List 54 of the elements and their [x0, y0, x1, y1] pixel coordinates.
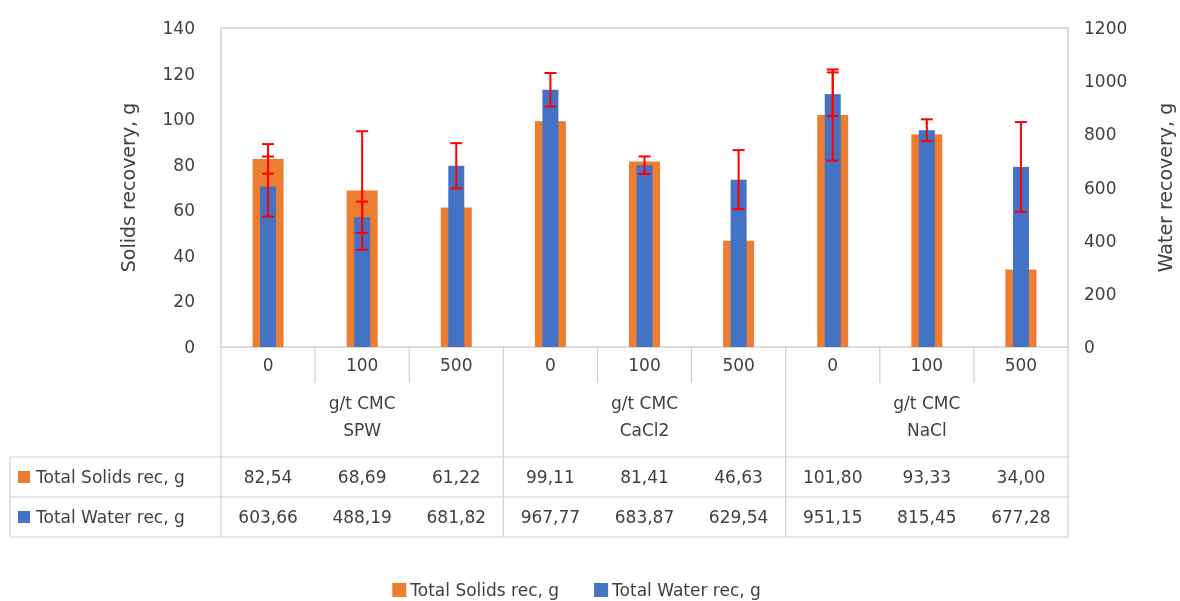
legend-label: Total Water rec, g	[35, 507, 185, 527]
data-label: 99,11	[526, 467, 575, 487]
y-tick-label: 120	[162, 63, 195, 84]
x-tick-label: 0	[827, 355, 839, 375]
data-label: 967,77	[520, 507, 581, 527]
y-tick-label: 40	[173, 245, 195, 266]
y2-tick-label: 1000	[1084, 71, 1128, 92]
data-label: 603,66	[238, 507, 298, 527]
y2-tick-label: 400	[1084, 230, 1117, 251]
data-label: 629,54	[708, 507, 769, 527]
data-label: 815,45	[897, 507, 957, 527]
y2-axis-title: Water recovery, g	[1154, 102, 1176, 273]
text: g/t CMC	[611, 393, 678, 413]
y-axis-title: Solids recovery, g	[117, 102, 139, 273]
y2-tick-label: 800	[1084, 124, 1117, 145]
x-tick-label: 500	[722, 355, 755, 375]
x-tick-label: 100	[910, 355, 944, 375]
data-label: 93,33	[902, 467, 952, 487]
text: Total Water rec, g	[612, 580, 761, 600]
x-tick-label: 500	[440, 355, 473, 375]
x-tick-label: 500	[1004, 355, 1038, 375]
y-tick-label: 20	[173, 291, 195, 312]
text: Total Solids rec, g	[410, 580, 560, 600]
data-label: 951,15	[802, 507, 863, 527]
data-label: 681,82	[426, 507, 487, 527]
y-tick-label: 100	[162, 109, 195, 130]
data-label: 46,63	[714, 467, 763, 487]
y2-tick-label: 600	[1084, 177, 1117, 198]
data-label: 34,00	[996, 467, 1046, 487]
data-label: 68,69	[337, 467, 387, 487]
x-tick-label: 100	[345, 355, 379, 375]
y2-tick-label: 200	[1084, 283, 1117, 304]
y-tick-label: 80	[173, 154, 195, 175]
y-tick-label: 140	[162, 18, 195, 38]
x-tick-label: 100	[628, 355, 661, 375]
y-tick-label: 0	[184, 337, 195, 357]
text: g/t CMC	[893, 393, 961, 413]
y2-tick-label: 0	[1084, 337, 1095, 357]
text: g/t CMC	[328, 393, 396, 413]
text: CaCl2	[619, 420, 670, 440]
data-label: 677,28	[991, 507, 1051, 527]
x-tick-label: 0	[544, 355, 556, 375]
y2-tick-label: 1200	[1084, 18, 1128, 38]
data-label: 488,19	[332, 507, 392, 527]
y-tick-label: 60	[173, 200, 195, 221]
data-label: 81,41	[620, 467, 669, 487]
legend-label: Total Solids rec, g	[35, 467, 185, 487]
data-label: 82,54	[243, 467, 293, 487]
data-label: 61,22	[431, 467, 481, 487]
data-label: 101,80	[802, 467, 863, 487]
data-label: 683,87	[614, 507, 675, 527]
text: SPW	[343, 420, 382, 440]
x-tick-label: 0	[262, 355, 274, 375]
text: NaCl	[906, 420, 947, 440]
